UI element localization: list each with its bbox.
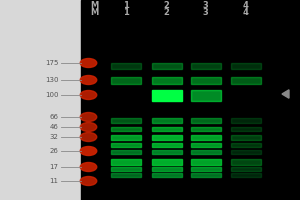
Bar bbox=[190, 167, 220, 171]
Bar bbox=[152, 173, 182, 177]
Bar bbox=[190, 143, 220, 147]
Bar bbox=[111, 143, 141, 147]
Ellipse shape bbox=[80, 58, 97, 68]
Bar bbox=[111, 63, 141, 69]
Bar bbox=[231, 173, 261, 177]
Bar bbox=[190, 63, 220, 69]
Bar bbox=[190, 150, 220, 154]
Text: 46: 46 bbox=[50, 124, 58, 130]
Text: 100: 100 bbox=[45, 92, 58, 98]
Bar bbox=[190, 127, 220, 131]
Text: 3: 3 bbox=[202, 8, 208, 17]
Ellipse shape bbox=[80, 176, 97, 186]
Bar bbox=[231, 159, 261, 165]
Text: 2: 2 bbox=[164, 1, 169, 10]
Bar bbox=[111, 173, 141, 177]
Text: 175: 175 bbox=[45, 60, 58, 66]
Text: 11: 11 bbox=[50, 178, 58, 184]
Bar bbox=[152, 159, 182, 165]
Bar bbox=[152, 76, 182, 84]
Bar bbox=[111, 150, 141, 154]
Bar bbox=[231, 167, 261, 171]
Bar bbox=[111, 127, 141, 131]
Bar bbox=[152, 134, 182, 140]
Bar bbox=[231, 150, 261, 154]
Bar bbox=[231, 63, 261, 69]
Text: M: M bbox=[90, 8, 99, 17]
Bar bbox=[190, 117, 220, 122]
Text: 17: 17 bbox=[50, 164, 58, 170]
Text: M: M bbox=[90, 1, 99, 10]
Text: 4: 4 bbox=[243, 1, 249, 10]
Text: 66: 66 bbox=[50, 114, 58, 120]
Bar bbox=[152, 167, 182, 171]
Text: 3: 3 bbox=[202, 1, 208, 10]
Bar bbox=[190, 159, 220, 165]
Ellipse shape bbox=[80, 122, 97, 132]
Ellipse shape bbox=[80, 112, 97, 121]
Bar bbox=[111, 76, 141, 84]
Bar bbox=[190, 134, 220, 140]
Bar bbox=[231, 127, 261, 131]
Bar bbox=[152, 117, 182, 122]
Text: 2: 2 bbox=[164, 8, 169, 17]
Text: 4: 4 bbox=[243, 8, 249, 17]
Text: 1: 1 bbox=[123, 1, 129, 10]
Text: 26: 26 bbox=[50, 148, 58, 154]
Bar bbox=[231, 143, 261, 147]
Bar bbox=[190, 173, 220, 177]
Bar bbox=[190, 76, 220, 84]
Bar bbox=[111, 117, 141, 122]
Bar bbox=[231, 117, 261, 122]
Ellipse shape bbox=[80, 90, 97, 99]
Bar bbox=[231, 76, 261, 84]
Text: 32: 32 bbox=[50, 134, 58, 140]
Ellipse shape bbox=[80, 132, 97, 142]
Bar bbox=[111, 134, 141, 140]
Bar bbox=[190, 90, 220, 100]
Bar bbox=[111, 167, 141, 171]
Text: 1: 1 bbox=[123, 8, 129, 17]
Ellipse shape bbox=[80, 162, 97, 171]
Bar bbox=[81, 0, 300, 200]
Ellipse shape bbox=[80, 75, 97, 84]
Bar bbox=[111, 159, 141, 165]
Bar bbox=[152, 127, 182, 131]
Bar bbox=[152, 63, 182, 69]
Bar bbox=[231, 134, 261, 140]
Bar bbox=[152, 90, 182, 100]
Bar bbox=[152, 143, 182, 147]
Polygon shape bbox=[282, 90, 289, 98]
Ellipse shape bbox=[80, 146, 97, 156]
Bar bbox=[152, 150, 182, 154]
Text: 130: 130 bbox=[45, 77, 58, 83]
